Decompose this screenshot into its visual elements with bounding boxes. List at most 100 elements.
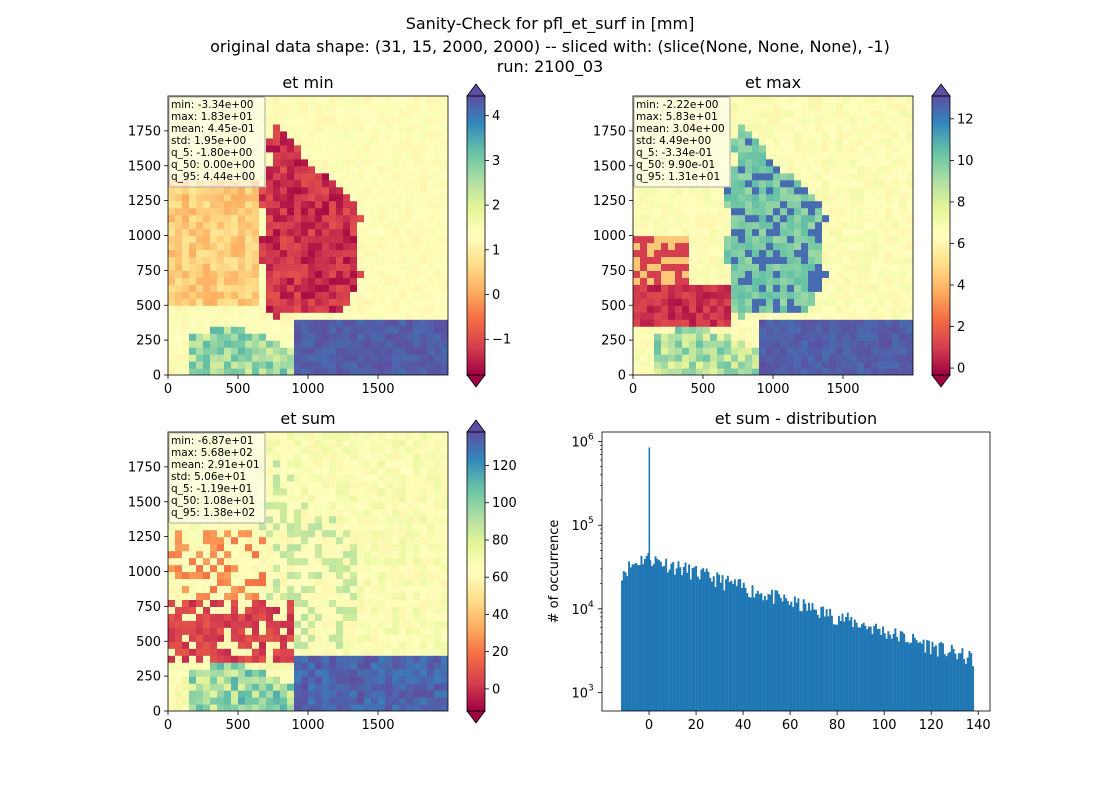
heatmap-cell <box>413 641 421 649</box>
heatmap-cell <box>843 242 851 251</box>
heatmap-cell <box>738 137 746 146</box>
heatmap-cell <box>266 305 274 313</box>
heatmap-cell <box>399 340 407 348</box>
heatmap-cell <box>294 214 302 223</box>
heatmap-cell <box>787 228 795 237</box>
heatmap-cell <box>836 172 844 181</box>
heatmap-cell <box>350 179 358 188</box>
heatmap-cell <box>857 319 865 327</box>
heatmap-cell <box>420 151 428 160</box>
heatmap-cell <box>308 263 316 271</box>
heatmap-cell <box>168 662 176 670</box>
heatmap-cell <box>259 592 267 600</box>
heatmap-cell <box>343 550 351 559</box>
heatmap-cell <box>392 508 400 517</box>
heatmap-cell <box>696 361 704 369</box>
heatmap-cell <box>357 200 365 209</box>
heatmap-cell <box>427 522 435 531</box>
heatmap-cell <box>217 312 225 320</box>
heatmap-cell <box>703 361 711 369</box>
heatmap-cell <box>906 333 913 341</box>
heatmap-cell <box>308 536 316 545</box>
heatmap-cell <box>780 242 788 251</box>
heatmap-cell <box>371 655 379 663</box>
heatmap-cell <box>287 102 295 111</box>
heatmap-cell <box>189 277 197 285</box>
heatmap-cell <box>371 452 379 461</box>
heatmap-cell <box>710 228 718 237</box>
heatmap-cell <box>364 256 372 264</box>
heatmap-cell <box>794 347 802 355</box>
heatmap-cell <box>343 179 351 188</box>
heatmap-cell <box>731 144 739 153</box>
heatmap-cell <box>850 277 858 285</box>
heatmap-cell <box>350 613 358 621</box>
heatmap-cell <box>759 347 767 355</box>
heatmap-cell <box>280 641 288 649</box>
heatmap-cell <box>315 515 323 524</box>
heatmap-cell <box>822 305 830 313</box>
heatmap-cell <box>850 326 858 334</box>
heatmap-cell <box>266 116 274 125</box>
heatmap-cell <box>752 165 760 174</box>
heatmap-cell <box>294 543 302 552</box>
heatmap-cell <box>427 578 435 587</box>
heatmap-cell <box>427 508 435 517</box>
heatmap-cell <box>168 578 176 587</box>
heatmap-cell <box>329 158 337 167</box>
heatmap-cell <box>329 438 337 447</box>
heatmap-cell <box>308 298 316 306</box>
heatmap-cell <box>413 536 421 545</box>
heatmap-cell <box>420 109 428 118</box>
heatmap-cell <box>322 536 330 545</box>
heatmap-cell <box>266 96 274 104</box>
heatmap-cell <box>308 319 316 327</box>
stats-line: std: 1.95e+00 <box>171 135 246 147</box>
heatmap-cell <box>273 620 281 628</box>
heatmap-cell <box>745 172 753 181</box>
heatmap-cell <box>759 151 767 160</box>
heatmap-cell <box>647 249 655 258</box>
heatmap-cell <box>329 193 337 202</box>
heatmap-cell <box>822 144 830 153</box>
heatmap-cell <box>357 165 365 174</box>
heatmap-cell <box>752 249 760 258</box>
heatmap-cell <box>864 361 872 369</box>
heatmap-cell <box>822 249 830 258</box>
heatmap-cell <box>350 186 358 195</box>
heatmap-cell <box>189 550 197 559</box>
heatmap-cell <box>350 326 358 334</box>
heatmap-cell <box>668 340 676 348</box>
heatmap-cell <box>259 298 267 306</box>
heatmap-cell <box>189 305 197 313</box>
heatmap-cell <box>336 347 344 355</box>
heatmap-cell <box>336 613 344 621</box>
heatmap-cell <box>343 144 351 153</box>
heatmap-cell <box>336 158 344 167</box>
heatmap-cell <box>836 326 844 334</box>
heatmap-cell <box>794 165 802 174</box>
heatmap-cell <box>434 683 442 691</box>
heatmap-cell <box>196 571 204 580</box>
heatmap-cell <box>357 172 365 181</box>
heatmap-cell <box>871 144 879 153</box>
heatmap-cell <box>738 298 746 306</box>
heatmap-cell <box>224 333 232 341</box>
heatmap-cell <box>196 263 204 271</box>
heatmap-cell <box>385 368 393 375</box>
colorbar-extend-min <box>466 374 486 388</box>
heatmap-cell <box>899 102 907 111</box>
heatmap-cell <box>259 312 267 320</box>
heatmap-cell <box>675 214 683 223</box>
heatmap-cell <box>217 613 225 621</box>
heatmap-cell <box>273 340 281 348</box>
heatmap-cell <box>315 305 323 313</box>
heatmap-cell <box>808 214 816 223</box>
heatmap-cell <box>871 354 879 362</box>
heatmap-cell <box>371 613 379 621</box>
heatmap-cell <box>315 452 323 461</box>
heatmap-cell <box>329 284 337 292</box>
heatmap-cell <box>364 438 372 447</box>
heatmap-cell <box>392 109 400 118</box>
heatmap-cell <box>434 235 442 244</box>
